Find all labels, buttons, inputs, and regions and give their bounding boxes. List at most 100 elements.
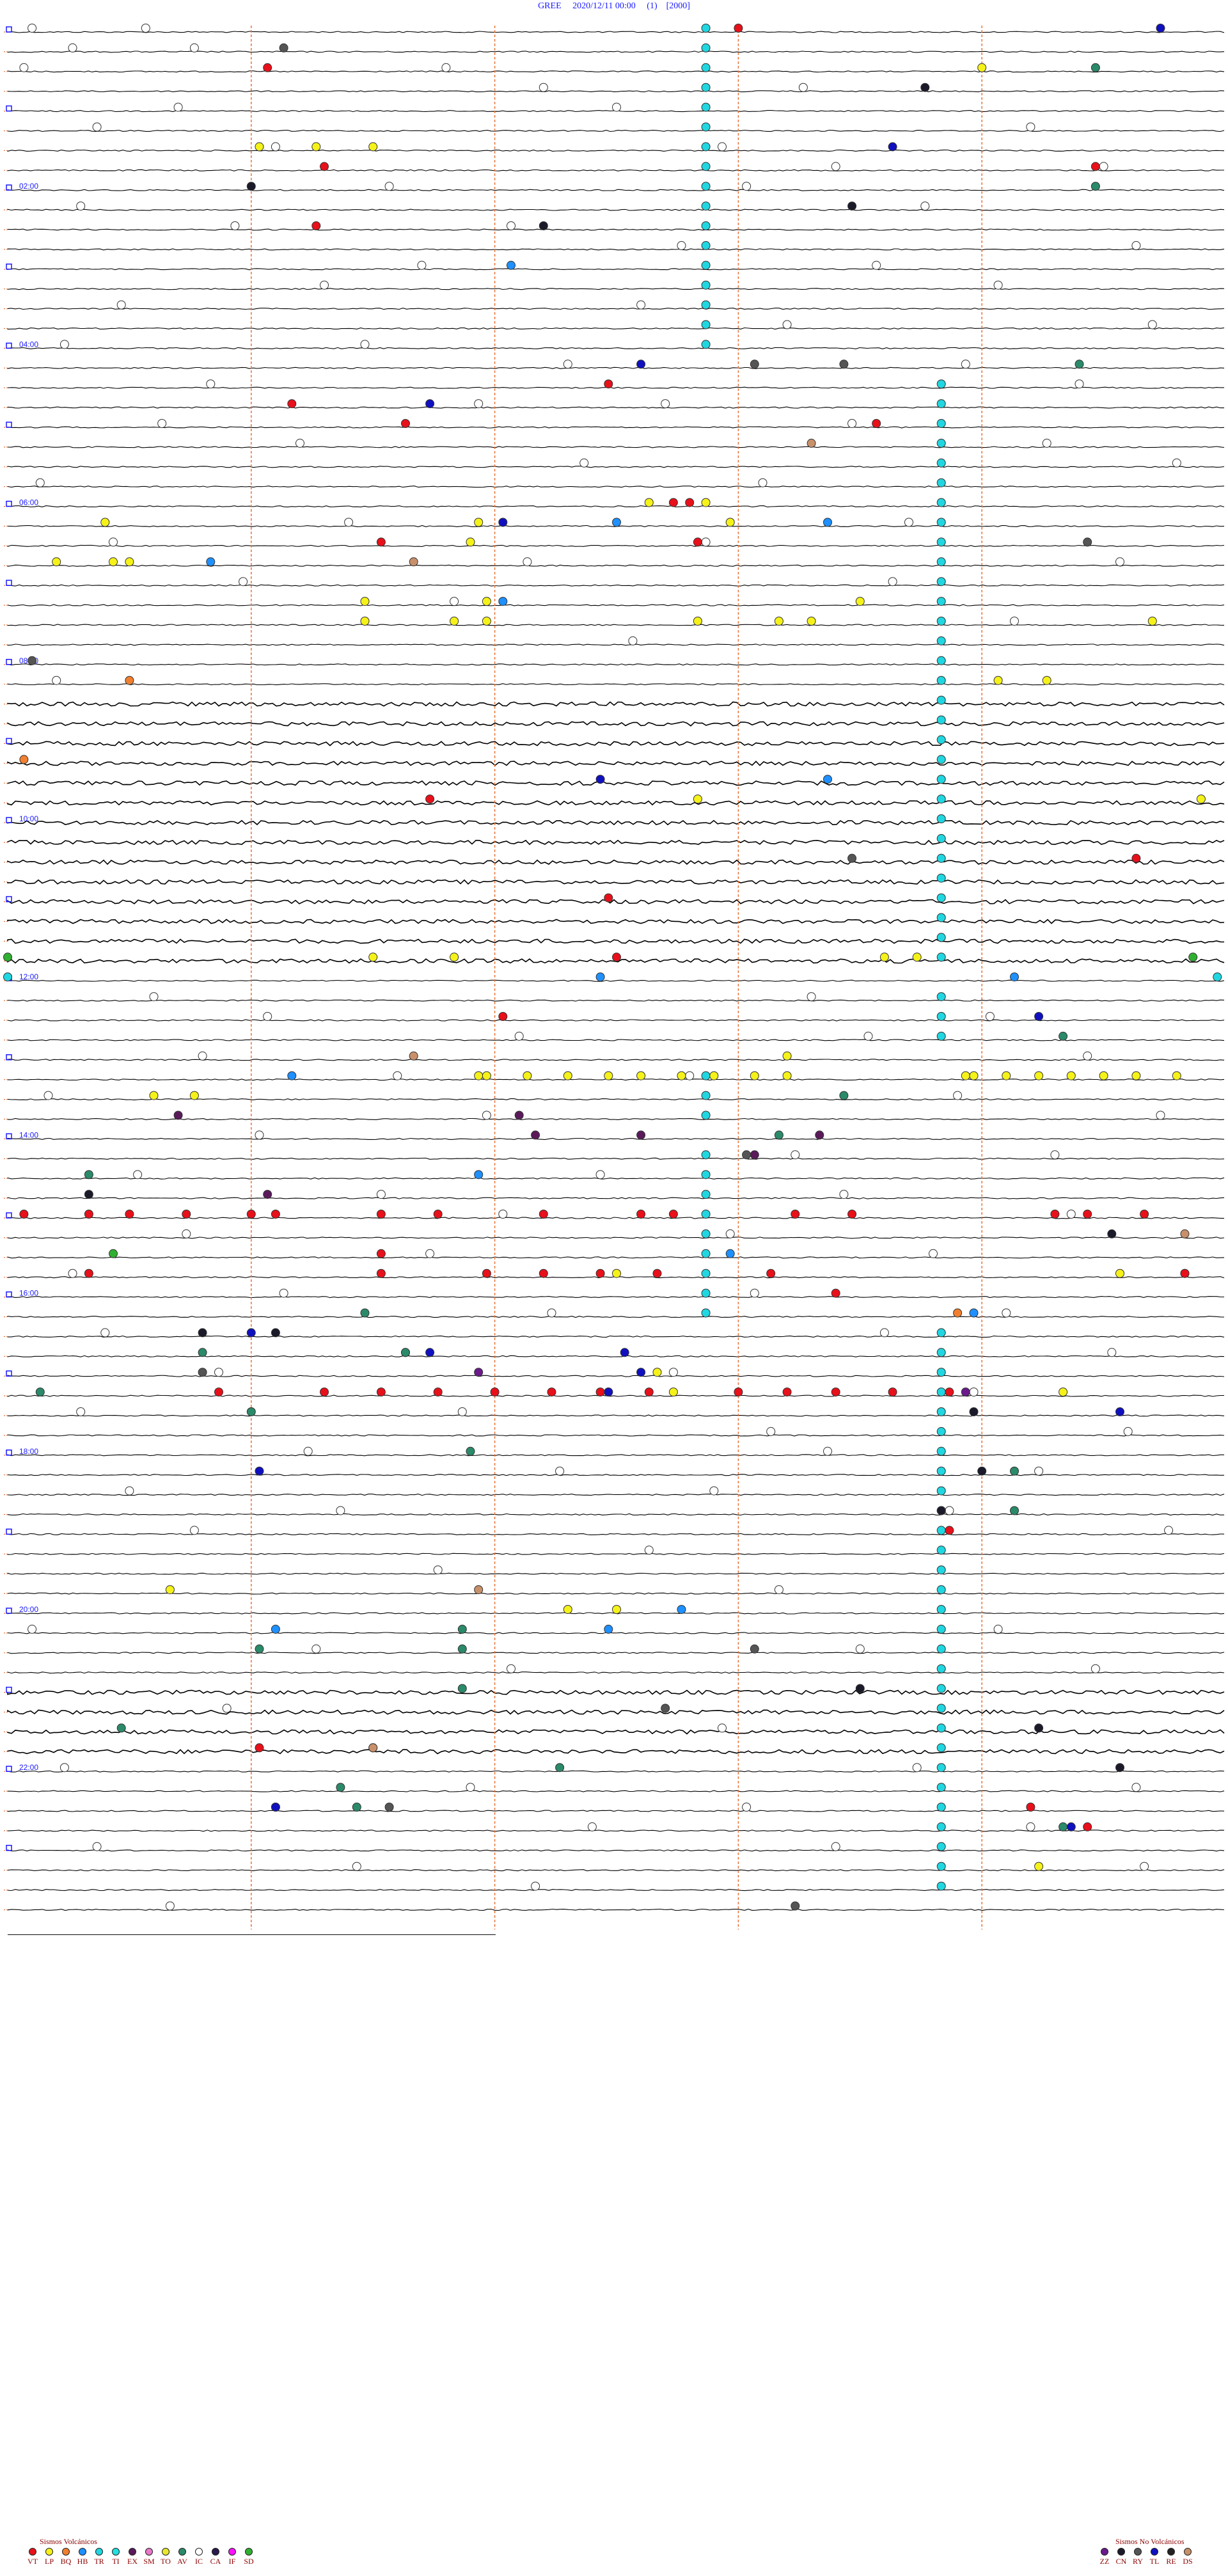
event-marker-ic [360, 340, 370, 349]
event-marker-ic [969, 1387, 979, 1397]
event-marker-tr [936, 794, 946, 804]
trace-row [7, 1335, 1225, 1338]
event-marker-hb [725, 1249, 735, 1258]
trace-row [7, 721, 1225, 727]
nonvolcanic-legend-dot-zz [1101, 2548, 1108, 2556]
event-marker-tr [936, 458, 946, 468]
event-marker-av [35, 1387, 45, 1397]
event-marker-lp [774, 617, 783, 626]
event-marker-tl [1034, 1012, 1044, 1021]
event-marker-tr [936, 399, 946, 409]
volcanic-legend-code-if: IF [228, 2557, 236, 2566]
event-marker-ic [514, 1031, 524, 1041]
volcanic-legend-dot-sd [245, 2548, 253, 2556]
hour-marker [6, 1686, 12, 1693]
event-marker-ic [76, 201, 86, 211]
event-marker-ry [279, 43, 288, 52]
event-marker-tr [701, 102, 711, 112]
event-marker-tr [936, 1486, 946, 1496]
event-marker-vt [287, 399, 297, 409]
event-marker-lp [360, 597, 370, 606]
volcanic-legend-dot-vt [29, 2548, 36, 2556]
event-marker-ex [815, 1130, 824, 1140]
event-marker-ic [263, 1012, 272, 1021]
event-marker-hb [595, 972, 605, 982]
volcanic-legend-dot-lp [45, 2548, 53, 2556]
volcanic-legend-dot-hb [79, 2548, 86, 2556]
event-marker-ic [1115, 557, 1124, 567]
event-marker-tr [701, 122, 711, 132]
event-marker-hb [271, 1624, 280, 1634]
event-marker-ic [52, 676, 61, 685]
event-marker-lp [612, 1605, 621, 1614]
trace-row [7, 1729, 1225, 1735]
event-marker-vt [547, 1387, 556, 1397]
event-marker-hb [1010, 972, 1019, 982]
event-marker-ic [1074, 379, 1084, 389]
event-marker-ic [725, 1229, 735, 1238]
volcanic-legend-dot-av [178, 2548, 186, 2556]
event-marker-ex [531, 1130, 540, 1140]
event-marker-av [457, 1684, 467, 1693]
event-marker-ic [839, 1190, 849, 1199]
event-marker-tr [936, 952, 946, 962]
event-marker-vt [433, 1387, 443, 1397]
event-marker-hb [823, 775, 832, 784]
event-marker-ds [409, 557, 418, 567]
trace-row [7, 1098, 1225, 1101]
event-marker-tl [1115, 1407, 1124, 1416]
event-marker-lp [474, 1071, 484, 1080]
event-markers [3, 24, 1222, 1911]
volcanic-legend-code-sd: SD [244, 2557, 254, 2566]
event-marker-ic [677, 241, 686, 250]
event-marker-ic [271, 142, 280, 152]
trace-row [7, 859, 1225, 865]
trace-row [7, 1197, 1225, 1199]
event-marker-ex [514, 1110, 524, 1120]
event-marker-ic [644, 1545, 654, 1555]
event-marker-ic [1140, 1861, 1149, 1871]
hour-marker [6, 184, 12, 191]
event-marker-ic [59, 340, 69, 349]
hour-marker [6, 1845, 12, 1851]
event-marker-ic [59, 1763, 69, 1773]
event-marker-ic [718, 1723, 727, 1733]
trace-row [7, 228, 1224, 231]
event-marker-cn [1034, 1723, 1044, 1733]
event-marker-vt [376, 1210, 386, 1219]
volcanic-legend-dot-tr [95, 2548, 103, 2556]
event-marker-lp [977, 63, 987, 72]
event-marker-ic [953, 1091, 963, 1100]
hour-label: 18:00 [19, 1447, 38, 1456]
event-marker-ic [214, 1368, 223, 1377]
hour-marker [6, 817, 12, 823]
event-marker-ic [1083, 1051, 1092, 1061]
event-marker-ry [750, 1644, 759, 1654]
event-marker-vt [668, 498, 678, 507]
trace-row [7, 1079, 1225, 1081]
event-marker-tr [936, 656, 946, 665]
event-marker-tr [701, 182, 711, 191]
event-marker-tr [701, 320, 711, 329]
event-marker-vt [652, 1268, 662, 1278]
event-marker-vt [320, 1387, 329, 1397]
event-marker-ic [993, 280, 1003, 290]
event-marker-hb [287, 1071, 297, 1080]
event-marker-tr [936, 1703, 946, 1713]
event-marker-tr [936, 853, 946, 863]
event-marker-tl [1156, 24, 1165, 33]
event-marker-ic [68, 43, 77, 52]
event-marker-ic [457, 1407, 467, 1416]
event-marker-lp [1066, 1071, 1076, 1080]
trace-row [7, 1592, 1225, 1595]
event-marker-vt [125, 1210, 134, 1219]
event-marker-lp [807, 617, 816, 626]
trace-row [7, 1315, 1225, 1318]
trace-row [7, 979, 1225, 982]
volcanic-legend-item-to: TO [159, 2548, 173, 2566]
trace-row [7, 1059, 1225, 1061]
event-marker-ic [807, 992, 816, 1002]
event-marker-lp [360, 617, 370, 626]
trace-row [7, 1869, 1225, 1872]
event-marker-ic [595, 1170, 605, 1180]
